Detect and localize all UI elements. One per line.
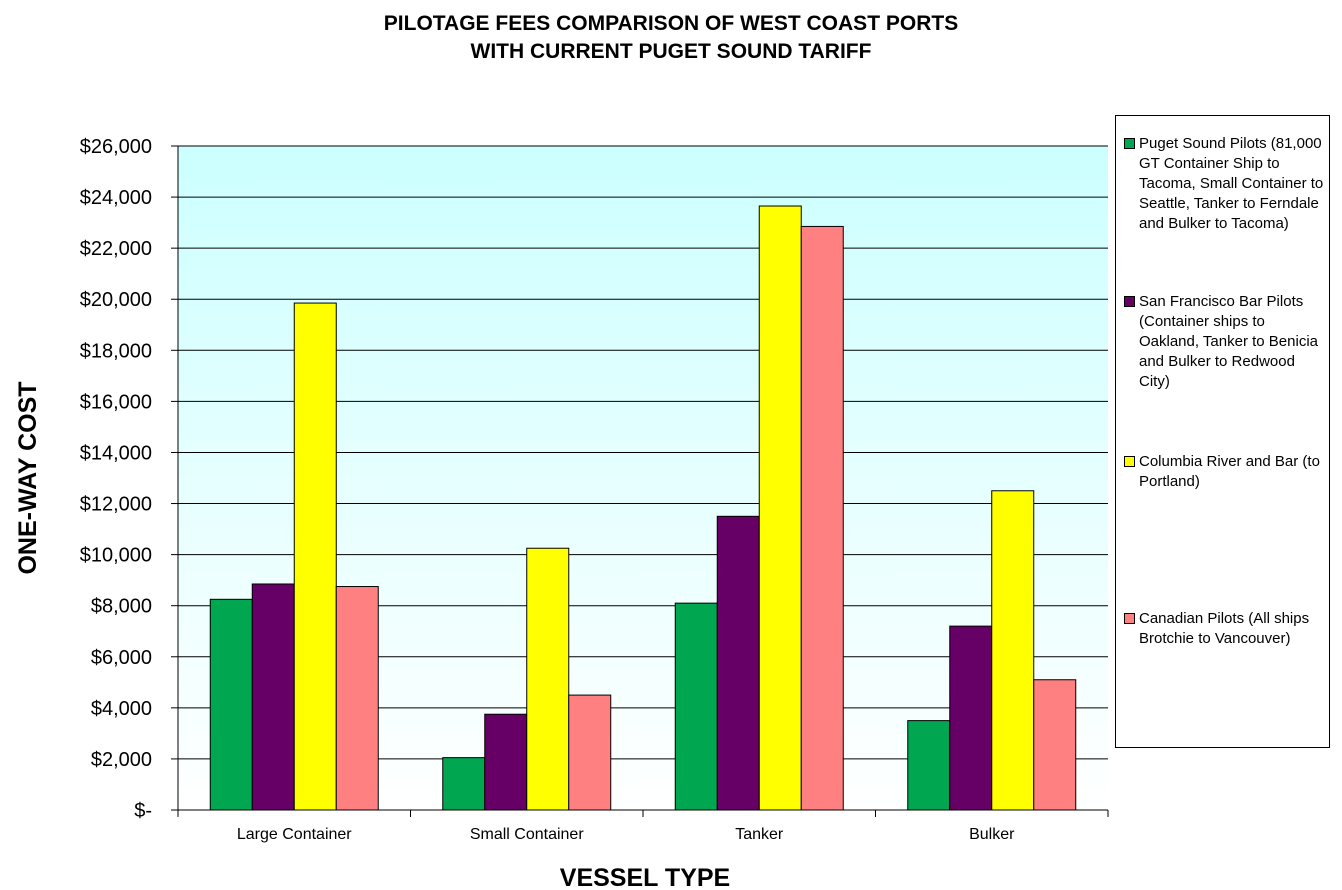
y-tick-label: $22,000 bbox=[80, 238, 152, 260]
y-tick-label: $4,000 bbox=[91, 698, 152, 720]
bar bbox=[209, 598, 253, 811]
y-tick-label: $12,000 bbox=[80, 494, 152, 516]
bar bbox=[335, 586, 379, 811]
y-axis-title: ONE-WAY COST bbox=[14, 381, 42, 574]
x-tick-label: Bulker bbox=[969, 826, 1015, 843]
chart-legend: Puget Sound Pilots (81,000 GT Container … bbox=[1115, 115, 1330, 748]
bar bbox=[716, 515, 760, 811]
legend-label: Columbia River and Bar (to Portland) bbox=[1139, 453, 1320, 490]
bar bbox=[526, 547, 570, 811]
chart-title-line-2: WITH CURRENT PUGET SOUND TARIFF bbox=[470, 40, 872, 63]
x-tick-label: Large Container bbox=[237, 826, 352, 843]
y-tick-label: $- bbox=[134, 800, 152, 822]
legend-swatch bbox=[1124, 613, 1135, 624]
y-tick-label: $26,000 bbox=[80, 136, 152, 158]
legend-swatch bbox=[1124, 296, 1135, 307]
y-tick-label: $8,000 bbox=[91, 596, 152, 618]
bar bbox=[949, 625, 993, 811]
legend-label: San Francisco Bar Pilots (Container ship… bbox=[1139, 293, 1318, 390]
y-tick-label: $2,000 bbox=[91, 749, 152, 771]
bar bbox=[293, 302, 337, 811]
bar bbox=[907, 720, 951, 811]
y-tick-label: $16,000 bbox=[80, 391, 152, 413]
x-tick-label: Tanker bbox=[735, 826, 784, 843]
legend-label: Puget Sound Pilots (81,000 GT Container … bbox=[1139, 135, 1324, 232]
bar bbox=[568, 694, 612, 811]
bar bbox=[442, 757, 486, 811]
legend-label: Canadian Pilots (All ships Brotchie to V… bbox=[1139, 610, 1310, 647]
y-tick-label: $24,000 bbox=[80, 187, 152, 209]
x-axis-title: VESSEL TYPE bbox=[560, 864, 730, 890]
x-tick-label: Small Container bbox=[470, 826, 585, 843]
y-tick-label: $10,000 bbox=[80, 545, 152, 567]
y-tick-label: $6,000 bbox=[91, 647, 152, 669]
y-tick-label: $14,000 bbox=[80, 442, 152, 464]
bar bbox=[1033, 679, 1077, 811]
bar bbox=[991, 490, 1035, 811]
y-tick-label: $18,000 bbox=[80, 340, 152, 362]
bar bbox=[251, 583, 295, 811]
y-tick-label: $20,000 bbox=[80, 289, 152, 311]
chart-title-line-1: PILOTAGE FEES COMPARISON OF WEST COAST P… bbox=[383, 12, 959, 35]
bar bbox=[674, 602, 718, 811]
legend-swatch bbox=[1124, 138, 1135, 149]
bar bbox=[800, 225, 844, 811]
bar bbox=[484, 713, 528, 811]
bar bbox=[758, 205, 802, 811]
legend-swatch bbox=[1124, 456, 1135, 467]
